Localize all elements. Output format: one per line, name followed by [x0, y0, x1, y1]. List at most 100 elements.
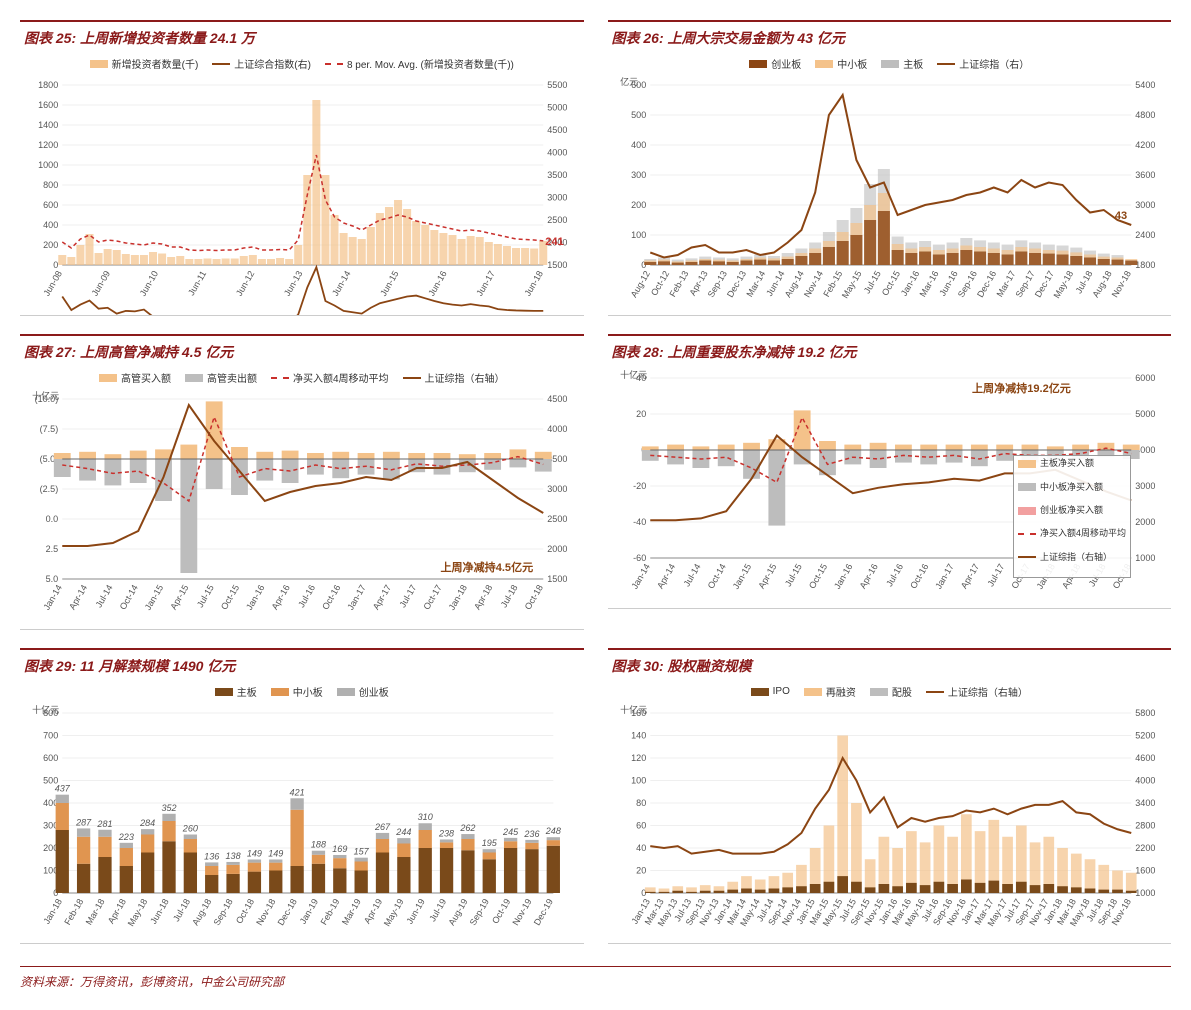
svg-text:400: 400 [631, 140, 646, 150]
svg-text:2200: 2200 [1135, 843, 1155, 853]
svg-text:4000: 4000 [1135, 776, 1155, 786]
legend-label: 上证综指（右轴） [1040, 552, 1112, 564]
svg-text:800: 800 [43, 180, 58, 190]
svg-text:4600: 4600 [1135, 753, 1155, 763]
legend-label: 配股 [892, 684, 912, 699]
svg-text:Feb-18: Feb-18 [62, 897, 85, 927]
svg-text:40: 40 [636, 843, 646, 853]
svg-text:100: 100 [631, 230, 646, 240]
svg-text:1000: 1000 [1135, 553, 1155, 563]
legend-swatch [90, 60, 108, 68]
title-chart25: 图表 25: 上周新增投资者数量 24.1 万 [24, 28, 584, 48]
svg-text:Oct-14: Oct-14 [118, 583, 140, 611]
svg-text:Jan-18: Jan-18 [447, 583, 470, 612]
svg-text:Oct-18: Oct-18 [234, 897, 256, 925]
svg-text:5800: 5800 [1135, 708, 1155, 718]
legend-label: 主板 [903, 56, 923, 71]
svg-text:Jun-13: Jun-13 [282, 269, 305, 298]
svg-text:0: 0 [53, 260, 58, 270]
svg-text:Apr-14: Apr-14 [655, 562, 677, 590]
svg-text:241: 241 [545, 236, 563, 248]
svg-text:十亿元: 十亿元 [32, 390, 59, 401]
svg-text:248: 248 [545, 826, 561, 836]
svg-text:Jan-17: Jan-17 [345, 583, 368, 612]
svg-text:Oct-17: Oct-17 [421, 583, 443, 611]
legend-item: 创业板 [749, 56, 801, 71]
legend-item: 主板 [881, 56, 923, 71]
svg-text:2400: 2400 [1135, 230, 1155, 240]
title-chart26: 图表 26: 上周大宗交易金额为 43 亿元 [612, 28, 1172, 48]
svg-text:Aug-18: Aug-18 [190, 897, 213, 927]
svg-text:260: 260 [182, 824, 198, 834]
svg-text:上周净减持19.2亿元: 上周净减持19.2亿元 [972, 381, 1071, 395]
svg-text:1400: 1400 [38, 120, 58, 130]
svg-text:Dec-19: Dec-19 [532, 897, 555, 927]
svg-text:421: 421 [290, 787, 305, 797]
legend-swatch [926, 691, 944, 693]
svg-text:4000: 4000 [547, 148, 567, 158]
legend-label: 上证综指（右轴） [425, 370, 505, 385]
svg-text:4500: 4500 [547, 394, 567, 404]
svg-text:Nov-18: Nov-18 [254, 897, 277, 927]
chart-grid: 图表 25: 上周新增投资者数量 24.1 万 新增投资者数量(千)上证综合指数… [20, 20, 1171, 950]
svg-text:亿元: 亿元 [620, 76, 638, 87]
svg-text:120: 120 [631, 753, 646, 763]
svg-text:20: 20 [636, 866, 646, 876]
svg-text:Mar-19: Mar-19 [340, 897, 363, 927]
source-footnote: 资料来源：万得资讯，彭博资讯，中金公司研究部 [20, 966, 1171, 990]
legend-item: 净买入额4周移动平均 [1018, 528, 1126, 540]
legend-item: 8 per. Mov. Avg. (新增投资者数量(千)) [325, 56, 514, 71]
legend-label: 中小板 [293, 684, 323, 699]
svg-text:Jan-15: Jan-15 [143, 583, 166, 612]
legend-item: 主板 [215, 684, 257, 699]
legend-item: 中小板 [815, 56, 867, 71]
svg-text:-20: -20 [633, 481, 646, 491]
svg-text:1500: 1500 [547, 260, 567, 270]
svg-text:136: 136 [204, 851, 220, 861]
svg-text:5200: 5200 [1135, 731, 1155, 741]
svg-text:Jun-09: Jun-09 [90, 269, 113, 298]
svg-text:Jan-19: Jan-19 [298, 897, 321, 926]
svg-text:Jul-14: Jul-14 [681, 562, 702, 588]
legend-item: 配股 [870, 684, 912, 699]
svg-text:3000: 3000 [547, 484, 567, 494]
svg-text:500: 500 [631, 110, 646, 120]
svg-text:4200: 4200 [1135, 140, 1155, 150]
legend-swatch [403, 377, 421, 379]
svg-text:Feb-19: Feb-19 [319, 897, 342, 927]
legend-label: 创业板净买入额 [1040, 505, 1103, 517]
chartbox-28: -60-40-2002040100020003000400050006000Ja… [608, 368, 1172, 609]
legend-swatch [1018, 507, 1036, 515]
legend-item: 创业板净买入额 [1018, 505, 1126, 517]
legend-item: 中小板 [271, 684, 323, 699]
legend-swatch [215, 688, 233, 696]
legend-label: 创业板 [771, 56, 801, 71]
svg-text:60: 60 [636, 821, 646, 831]
svg-text:3600: 3600 [1135, 170, 1155, 180]
legend-chart27: 高管买入额高管卖出额净买入额4周移动平均上证综指（右轴） [20, 368, 584, 389]
svg-text:169: 169 [332, 844, 347, 854]
svg-text:(7.5): (7.5) [40, 424, 59, 434]
svg-text:2500: 2500 [547, 514, 567, 524]
svg-text:3000: 3000 [1135, 200, 1155, 210]
svg-text:Apr-17: Apr-17 [371, 583, 393, 611]
svg-text:十亿元: 十亿元 [620, 704, 647, 715]
svg-text:Mar-18: Mar-18 [84, 897, 107, 927]
legend-label: 净买入额4周移动平均 [1040, 528, 1126, 540]
svg-text:149: 149 [247, 849, 262, 859]
legend-chart26: 创业板中小板主板上证综指（右） [608, 54, 1172, 75]
svg-text:2800: 2800 [1135, 821, 1155, 831]
svg-text:138: 138 [226, 851, 241, 861]
chartbox-29: 0100200300400500600700800Jan-18Feb-18Mar… [20, 703, 584, 944]
svg-text:Jun-10: Jun-10 [138, 269, 161, 298]
svg-text:Aug-19: Aug-19 [446, 897, 469, 927]
legend-label: 主板净买入额 [1040, 458, 1094, 470]
svg-text:236: 236 [523, 829, 540, 839]
svg-text:Jan-15: Jan-15 [730, 562, 753, 591]
panel-chart26: 图表 26: 上周大宗交易金额为 43 亿元 创业板中小板主板上证综指（右） 0… [608, 20, 1172, 322]
svg-text:(2.5): (2.5) [40, 484, 59, 494]
svg-text:Oct-19: Oct-19 [490, 897, 512, 925]
svg-text:140: 140 [631, 731, 646, 741]
svg-text:244: 244 [395, 827, 411, 837]
chartbox-30: 0204060801001201401601000160022002800340… [608, 703, 1172, 944]
